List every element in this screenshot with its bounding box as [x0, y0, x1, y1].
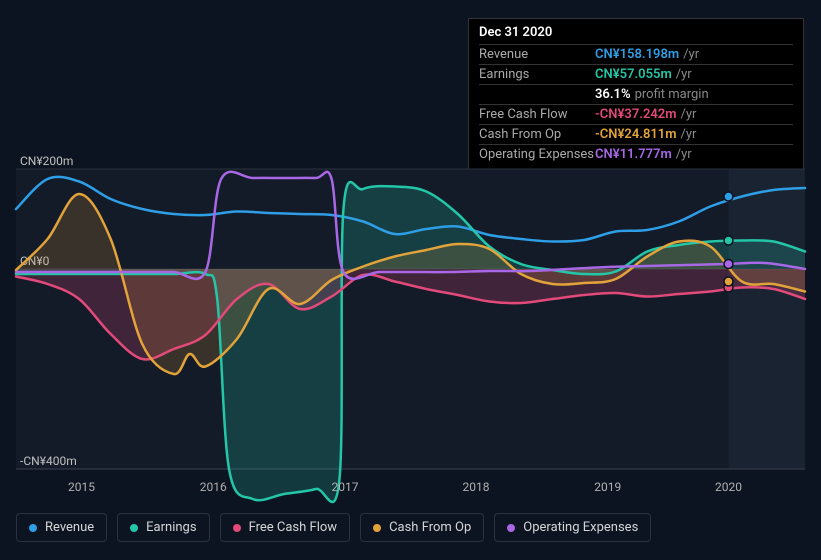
tooltip-label: Earnings [479, 67, 595, 82]
legend-dot [373, 524, 381, 532]
tooltip-label: Cash From Op [479, 127, 595, 142]
svg-text:2019: 2019 [594, 480, 621, 494]
tooltip-unit: /yr [681, 107, 697, 122]
tooltip-value: CN¥158.198m [595, 47, 679, 62]
legend-label: Earnings [146, 520, 196, 535]
tooltip-date: Dec 31 2020 [479, 25, 793, 40]
tooltip-label [479, 87, 595, 102]
tooltip-unit: /yr [683, 47, 699, 62]
tooltip-value: 36.1% [595, 87, 631, 102]
svg-text:2016: 2016 [200, 480, 227, 494]
legend-dot [233, 524, 241, 532]
legend-item-earnings[interactable]: Earnings [117, 513, 209, 542]
legend-label: Revenue [45, 520, 94, 535]
legend-label: Free Cash Flow [249, 520, 337, 535]
financials-chart[interactable]: CN¥200mCN¥0-CN¥400m201520162017201820192… [0, 155, 821, 515]
tooltip-row: Cash From Op-CN¥24.811m/yr [479, 124, 793, 144]
tooltip-row: RevenueCN¥158.198m/yr [479, 44, 793, 64]
legend-dot [29, 524, 37, 532]
legend-label: Cash From Op [389, 520, 471, 535]
tooltip-label: Free Cash Flow [479, 107, 595, 122]
legend-dot [130, 524, 138, 532]
tooltip-value: CN¥57.055m [595, 67, 672, 82]
svg-text:2017: 2017 [332, 480, 359, 494]
tooltip-row: Free Cash Flow-CN¥37.242m/yr [479, 104, 793, 124]
legend-label: Operating Expenses [523, 520, 638, 535]
chart-legend: Revenue Earnings Free Cash Flow Cash From O… [16, 513, 651, 542]
legend-item-revenue[interactable]: Revenue [16, 513, 107, 542]
svg-text:CN¥200m: CN¥200m [20, 155, 73, 168]
chart-tooltip: Dec 31 2020 RevenueCN¥158.198m/yrEarning… [468, 18, 804, 171]
tooltip-unit: /yr [676, 67, 692, 82]
tooltip-row: EarningsCN¥57.055m/yr [479, 64, 793, 84]
legend-item-free_cash_flow[interactable]: Free Cash Flow [220, 513, 350, 542]
svg-text:2015: 2015 [68, 480, 95, 494]
legend-item-cash_from_op[interactable]: Cash From Op [360, 513, 484, 542]
svg-text:2020: 2020 [715, 480, 742, 494]
legend-item-operating_expenses[interactable]: Operating Expenses [494, 513, 651, 542]
tooltip-unit: profit margin [635, 87, 709, 102]
svg-text:2018: 2018 [462, 480, 489, 494]
tooltip-value: -CN¥24.811m [595, 127, 677, 142]
svg-text:-CN¥400m: -CN¥400m [20, 454, 77, 468]
tooltip-unit: /yr [681, 127, 697, 142]
tooltip-row: 36.1% profit margin [479, 84, 793, 104]
tooltip-value: -CN¥37.242m [595, 107, 677, 122]
legend-dot [507, 524, 515, 532]
tooltip-label: Revenue [479, 47, 595, 62]
